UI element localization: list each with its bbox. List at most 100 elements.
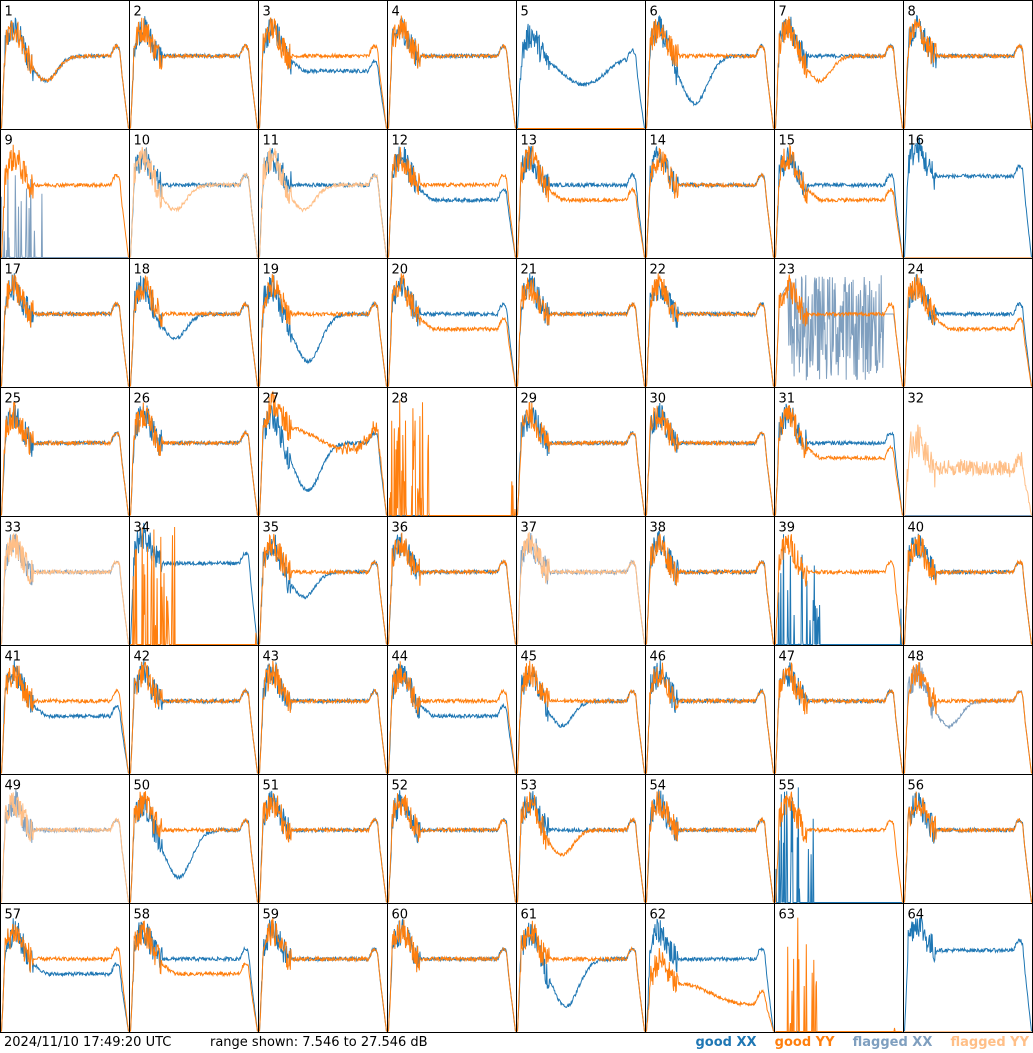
series-yy-line xyxy=(775,662,903,774)
panel-frame xyxy=(516,516,646,646)
series-yy-line xyxy=(904,791,1032,903)
series-yy-line xyxy=(130,920,258,1032)
panel-19: 19 xyxy=(258,258,388,388)
panel-35: 35 xyxy=(258,516,388,646)
panel-frame xyxy=(0,903,130,1033)
series-yy-line xyxy=(388,793,516,903)
panel-49: 49 xyxy=(0,774,130,904)
series-yy-line xyxy=(517,401,645,516)
panel-label: 24 xyxy=(908,263,925,278)
series-yy-line xyxy=(646,19,774,129)
panel-frame xyxy=(903,129,1033,259)
panel-label: 7 xyxy=(779,5,787,20)
panel-label: 2 xyxy=(134,5,142,20)
panel-7: 7 xyxy=(774,0,904,130)
panel-frame xyxy=(387,645,517,775)
panel-label: 37 xyxy=(521,521,538,536)
panel-label: 15 xyxy=(779,134,796,149)
series-yy-line xyxy=(1,665,129,774)
panel-frame xyxy=(903,903,1033,1033)
series-yy-line xyxy=(259,274,387,387)
series-yy-line xyxy=(517,791,645,903)
panel-label: 22 xyxy=(650,263,667,278)
series-yy-line xyxy=(1,20,129,129)
series-yy-line xyxy=(904,424,1032,516)
series-yy-line xyxy=(775,534,903,645)
panel-frame xyxy=(129,0,259,130)
panel-21: 21 xyxy=(516,258,646,388)
series-xx-line xyxy=(775,787,903,903)
panel-label: 12 xyxy=(392,134,409,149)
series-xx-line xyxy=(775,403,903,516)
panel-18: 18 xyxy=(129,258,259,388)
series-yy-line xyxy=(259,660,387,774)
panel-frame xyxy=(516,258,646,388)
panel-frame xyxy=(129,387,259,517)
panel-57: 57 xyxy=(0,903,130,1033)
panel-frame xyxy=(903,0,1033,130)
panel-label: 35 xyxy=(263,521,280,536)
panel-frame xyxy=(516,387,646,517)
panel-33: 33 xyxy=(0,516,130,646)
series-yy-line xyxy=(259,533,387,645)
panel-43: 43 xyxy=(258,645,388,775)
panel-frame xyxy=(258,129,388,259)
series-yy-line xyxy=(775,917,903,1032)
panel-frame xyxy=(258,645,388,775)
panel-frame xyxy=(774,774,904,904)
series-yy-line xyxy=(1,402,129,516)
panel-frame xyxy=(645,129,775,259)
panel-51: 51 xyxy=(258,774,388,904)
panel-label: 52 xyxy=(392,779,409,794)
series-yy-line xyxy=(130,526,258,645)
panel-label: 29 xyxy=(521,392,538,407)
panel-frame xyxy=(516,774,646,904)
panel-frame xyxy=(774,0,904,130)
panel-frame xyxy=(903,258,1033,388)
panel-label: 28 xyxy=(392,392,409,407)
panel-55: 55 xyxy=(774,774,904,904)
series-yy-line xyxy=(646,533,774,645)
panel-frame xyxy=(645,516,775,646)
panel-label: 33 xyxy=(5,521,22,536)
panel-label: 3 xyxy=(263,5,271,20)
panel-34: 34 xyxy=(129,516,259,646)
panel-label: 42 xyxy=(134,650,151,665)
series-yy-line xyxy=(517,145,645,258)
panel-label: 1 xyxy=(5,5,13,20)
panel-6: 6 xyxy=(645,0,775,130)
panel-label: 23 xyxy=(779,263,796,278)
panel-frame xyxy=(516,903,646,1033)
panel-label: 16 xyxy=(908,134,925,149)
series-xx-line xyxy=(1,918,129,1032)
series-yy-line xyxy=(388,399,516,516)
series-yy-line xyxy=(775,405,903,516)
panel-frame xyxy=(645,774,775,904)
panel-label: 19 xyxy=(263,263,280,278)
series-xx-line xyxy=(904,136,1032,258)
panel-label: 57 xyxy=(5,908,22,923)
panel-58: 58 xyxy=(129,903,259,1033)
series-yy-line xyxy=(1,144,129,258)
panel-label: 43 xyxy=(263,650,280,665)
panel-12: 12 xyxy=(387,129,517,259)
panel-26: 26 xyxy=(129,387,259,517)
series-yy-line xyxy=(517,920,645,1032)
panel-14: 14 xyxy=(645,129,775,259)
panel-label: 27 xyxy=(263,392,280,407)
series-yy-line xyxy=(130,146,258,258)
panel-frame xyxy=(645,645,775,775)
panel-39: 39 xyxy=(774,516,904,646)
panel-frame xyxy=(774,645,904,775)
panel-label: 10 xyxy=(134,134,151,149)
panel-label: 54 xyxy=(650,779,667,794)
panel-frame xyxy=(0,0,130,130)
series-xx-line xyxy=(259,405,387,516)
panel-label: 46 xyxy=(650,650,667,665)
panel-frame xyxy=(129,129,259,259)
series-yy-line xyxy=(646,147,774,258)
series-yy-line xyxy=(646,791,774,903)
panel-label: 34 xyxy=(134,521,151,536)
panel-frame xyxy=(258,258,388,388)
panel-label: 11 xyxy=(263,134,280,149)
